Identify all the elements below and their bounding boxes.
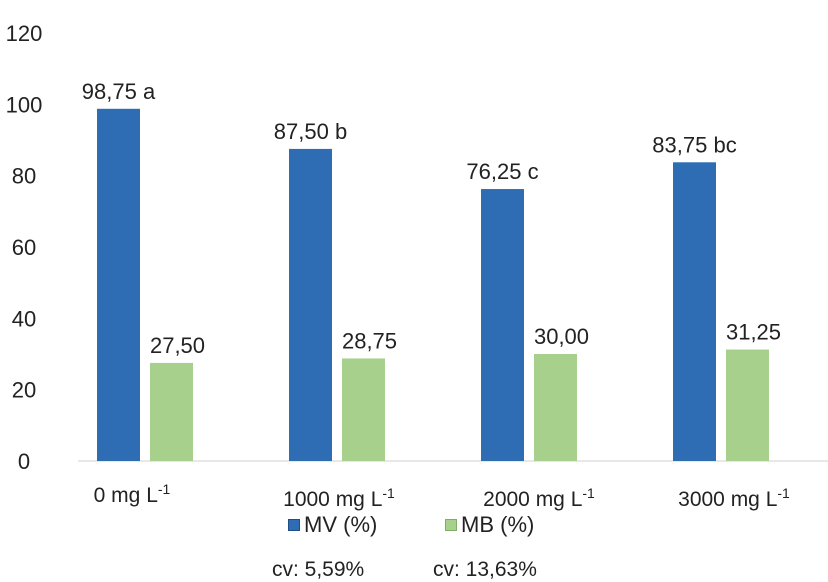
legend-swatch-mv xyxy=(288,519,300,531)
x-category-label-3: 3000 mg L-1 xyxy=(678,485,790,511)
legend-item-mv: MV (%) xyxy=(288,512,377,538)
legend-label-mv: MV (%) xyxy=(304,512,378,537)
y-tick-label-20: 20 xyxy=(12,378,36,403)
cv-annotation-mb: cv: 13,63% xyxy=(433,558,537,581)
bar-mb-0 xyxy=(150,362,193,461)
y-tick-label-100: 100 xyxy=(6,92,43,117)
data-label-mv-3: 83,75 bc xyxy=(652,132,736,157)
y-tick-label-120: 120 xyxy=(6,21,43,46)
y-tick-label-60: 60 xyxy=(12,235,36,260)
bar-mb-1 xyxy=(342,358,385,461)
data-label-mv-2: 76,25 c xyxy=(466,159,538,184)
data-label-mv-1: 87,50 b xyxy=(274,119,347,144)
bar-chart: 0 20 40 60 80 100 120 98,75 a 87,50 b 76,25 c 83,7… xyxy=(6,21,828,511)
x-category-label-2: 2000 mg L-1 xyxy=(483,485,595,511)
y-tick-label-40: 40 xyxy=(12,306,36,331)
cv-annotation-mv: cv: 5,59% xyxy=(272,558,365,581)
data-label-mb-1: 28,75 xyxy=(342,328,397,353)
y-tick-label-0: 0 xyxy=(18,449,30,474)
bar-mb-2 xyxy=(534,354,577,461)
x-category-label-0: 0 mg L-1 xyxy=(94,481,171,507)
bar-mv-0 xyxy=(97,108,140,462)
x-category-label-1: 1000 mg L-1 xyxy=(283,485,395,511)
data-label-mb-3: 31,25 xyxy=(726,320,781,345)
legend-label-mb: MB (%) xyxy=(461,512,535,537)
bar-mv-1 xyxy=(289,148,332,461)
bar-mv-3 xyxy=(673,162,716,461)
legend-item-mb: MB (%) xyxy=(445,512,534,538)
y-tick-label-80: 80 xyxy=(12,164,36,189)
data-label-mv-0: 98,75 a xyxy=(82,79,156,104)
data-label-mb-0: 27,50 xyxy=(150,333,205,358)
bar-mb-3 xyxy=(726,349,769,461)
legend-swatch-mb xyxy=(445,519,457,531)
bar-mv-2 xyxy=(481,189,524,461)
data-label-mb-2: 30,00 xyxy=(534,324,589,349)
